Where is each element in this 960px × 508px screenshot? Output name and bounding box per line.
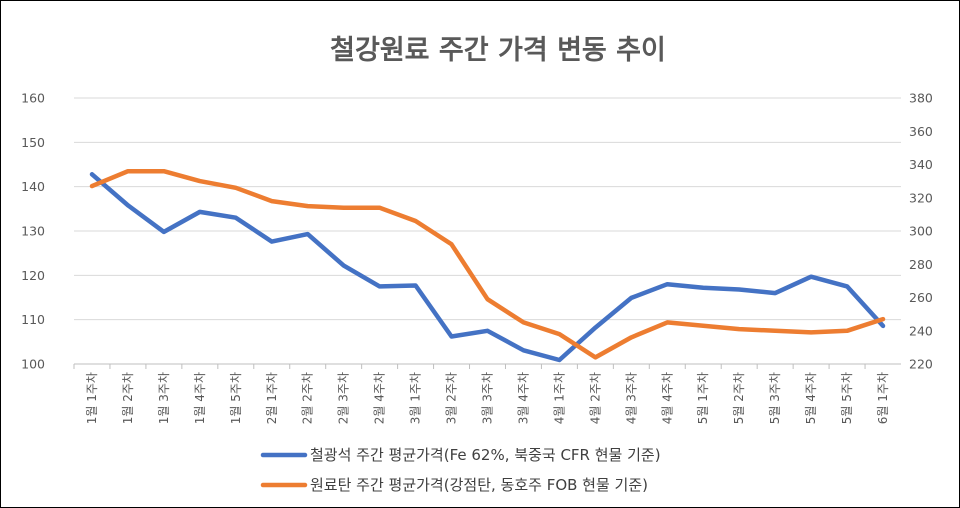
x-tick-label: 4월 4주차	[660, 372, 674, 424]
x-tick-label: 5월 3주차	[768, 372, 782, 424]
right-tick-label: 320	[909, 190, 933, 205]
legend: 철광석 주간 평균가격(Fe 62%, 북중국 CFR 현물 기준) 원료탄 주간…	[260, 446, 661, 494]
x-tick-label: 1월 4주차	[193, 372, 207, 424]
x-tick-label: 3월 1주차	[409, 372, 423, 424]
left-tick-label: 110	[21, 312, 45, 327]
left-tick-label: 160	[21, 91, 45, 106]
x-tick-label: 1월 2주차	[121, 372, 135, 424]
x-tick-label: 1월 3주차	[157, 372, 171, 424]
x-axis: 1월 1주차 1월 2주차 1월 3주차 1월 4주차 1월 5주차 2월 1주차 2월 2…	[73, 364, 890, 424]
chart-title: 철강원료 주간 가격 변동 추이	[330, 35, 666, 66]
x-tick-label: 6월 1주차	[876, 372, 890, 424]
x-tick-label: 3월 2주차	[445, 372, 459, 424]
left-tick-label: 100	[21, 357, 45, 372]
x-tick-label: 4월 3주차	[624, 372, 638, 424]
right-tick-label: 280	[909, 257, 933, 272]
left-tick-label: 130	[21, 224, 45, 239]
x-tick-label: 2월 2주차	[301, 372, 315, 424]
right-y-axis: 220 240 260 280 300 320 340 360 380	[909, 91, 933, 372]
x-tick-label: 5월 2주차	[732, 372, 746, 424]
left-tick-label: 140	[21, 179, 45, 194]
right-tick-label: 260	[909, 290, 933, 305]
x-tick-label: 3월 4주차	[516, 372, 530, 424]
x-tick-label: 1월 5주차	[229, 372, 243, 424]
left-tick-label: 120	[21, 268, 45, 283]
x-tick-label: 2월 3주차	[337, 372, 351, 424]
legend-label: 원료탄 주간 평균가격(강점탄, 동호주 FOB 현물 기준)	[310, 476, 648, 494]
x-tick-label: 5월 5주차	[840, 372, 854, 424]
x-tick-label: 1월 1주차	[85, 372, 99, 424]
left-tick-label: 150	[21, 135, 45, 150]
right-tick-label: 300	[909, 224, 933, 239]
right-tick-label: 380	[909, 91, 933, 106]
series-lines	[89, 168, 886, 363]
right-tick-label: 220	[909, 357, 933, 372]
legend-label: 철광석 주간 평균가격(Fe 62%, 북중국 CFR 현물 기준)	[310, 446, 661, 464]
right-tick-label: 340	[909, 157, 933, 172]
x-tick-label: 4월 1주차	[552, 372, 566, 424]
x-tick-label: 5월 1주차	[696, 372, 710, 424]
left-y-axis: 100 110 120 130 140 150 160	[21, 91, 45, 372]
right-tick-label: 240	[909, 323, 933, 338]
x-tick-label: 5월 4주차	[804, 372, 818, 424]
x-tick-label: 3월 3주차	[481, 372, 495, 424]
x-tick-label: 4월 2주차	[588, 372, 602, 424]
gridlines	[74, 97, 901, 365]
coking-coal-series-line	[89, 168, 886, 360]
iron-ore-series-line	[89, 172, 886, 363]
x-tick-label: 2월 4주차	[373, 372, 387, 424]
x-tick-label: 2월 1주차	[265, 372, 279, 424]
right-tick-label: 360	[909, 124, 933, 139]
